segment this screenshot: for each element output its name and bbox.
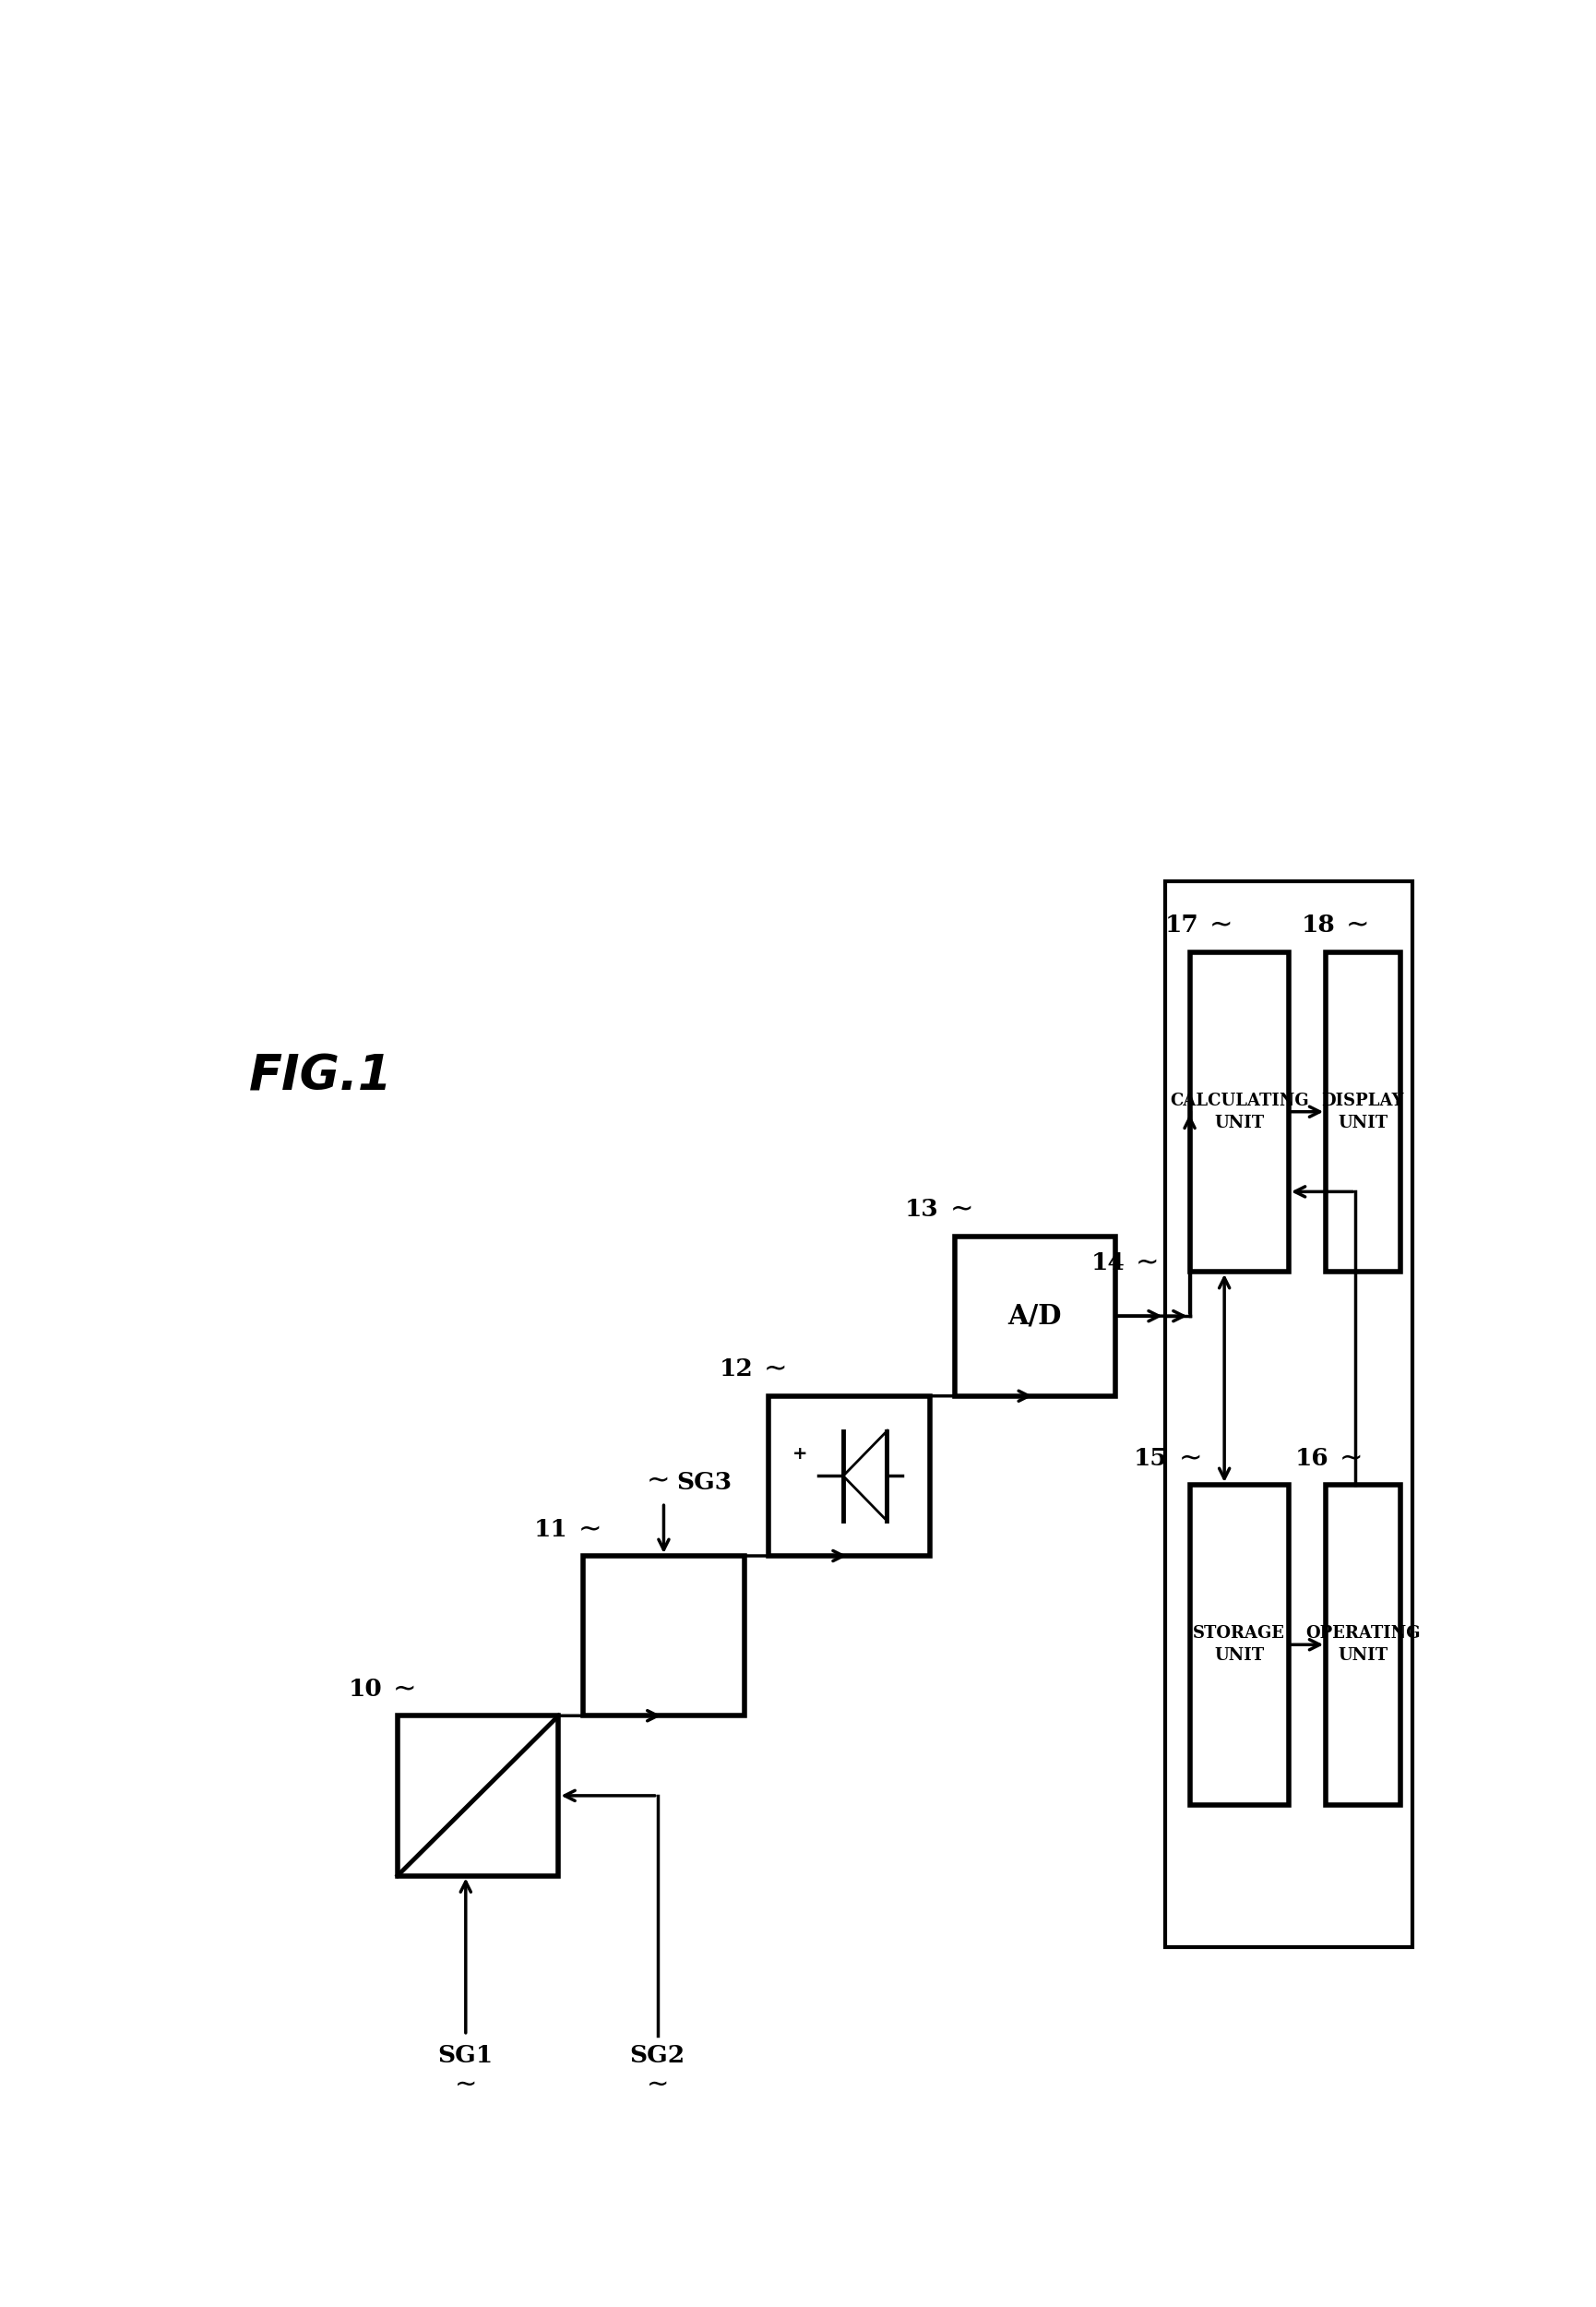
Text: 11: 11 — [533, 1518, 567, 1541]
Text: ∼: ∼ — [455, 2072, 477, 2097]
Text: ∼: ∼ — [646, 2072, 669, 2097]
Text: 12: 12 — [720, 1359, 753, 1382]
Text: ∼: ∼ — [1208, 911, 1232, 939]
Bar — [769, 1396, 929, 1555]
Text: SG2: SG2 — [629, 2044, 685, 2067]
Text: ∼: ∼ — [393, 1675, 417, 1703]
Text: 13: 13 — [905, 1197, 938, 1220]
Text: SG3: SG3 — [675, 1470, 731, 1493]
Bar — [954, 1237, 1114, 1396]
Text: ∼: ∼ — [1135, 1250, 1159, 1276]
Bar — [583, 1555, 744, 1716]
Bar — [1189, 953, 1288, 1271]
Text: A/D: A/D — [1007, 1303, 1061, 1329]
Text: 16: 16 — [1294, 1446, 1328, 1470]
Text: ∼: ∼ — [950, 1195, 972, 1223]
Bar — [1165, 881, 1412, 1947]
Text: +: + — [792, 1444, 808, 1463]
Text: ∼: ∼ — [1339, 1444, 1363, 1472]
Text: ∼: ∼ — [763, 1357, 787, 1382]
Polygon shape — [843, 1430, 886, 1520]
Text: 17: 17 — [1165, 914, 1199, 937]
Text: SG1: SG1 — [437, 2044, 493, 2067]
Text: FIG.1: FIG.1 — [249, 1052, 393, 1100]
Text: DISPLAY
UNIT: DISPLAY UNIT — [1321, 1094, 1403, 1130]
Text: 14: 14 — [1090, 1250, 1124, 1273]
Text: ∼: ∼ — [1345, 911, 1368, 939]
Bar — [1189, 1486, 1288, 1804]
Text: 18: 18 — [1301, 914, 1334, 937]
Bar — [397, 1716, 559, 1876]
Bar — [1325, 1486, 1400, 1804]
Text: CALCULATING
UNIT: CALCULATING UNIT — [1168, 1094, 1309, 1130]
Bar — [1325, 953, 1400, 1271]
Text: ∼: ∼ — [1178, 1444, 1202, 1472]
Text: 15: 15 — [1133, 1446, 1167, 1470]
Text: ∼: ∼ — [646, 1467, 670, 1493]
Text: ∼: ∼ — [578, 1516, 602, 1543]
Text: STORAGE
UNIT: STORAGE UNIT — [1192, 1626, 1285, 1663]
Text: 10: 10 — [348, 1677, 381, 1700]
Text: OPERATING
UNIT: OPERATING UNIT — [1306, 1626, 1419, 1663]
